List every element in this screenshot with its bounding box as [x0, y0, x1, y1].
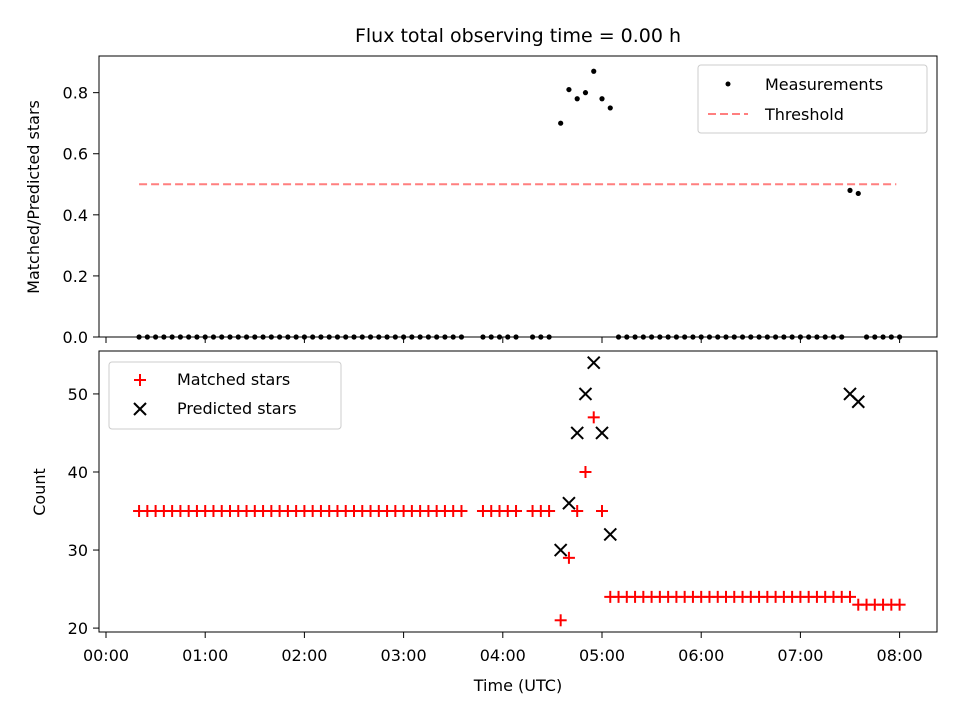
legend-measurements-marker — [725, 81, 731, 87]
matched-stars-point — [543, 505, 556, 518]
x-tick-label: 06:00 — [678, 646, 724, 665]
measurement-point — [574, 96, 580, 102]
bottom-x-ticks: 00:00 01:00 02:00 03:00 04:00 05:00 06:00 07:00… — [83, 632, 923, 665]
measurement-point — [566, 86, 572, 93]
matched-stars-point — [510, 505, 523, 518]
legend-matched-label: Matched stars — [177, 370, 290, 389]
top-y-ticks: 0.0 0.2 0.4 0.6 0.8 — [63, 84, 99, 347]
top-legend: Measurements Threshold — [697, 64, 928, 134]
legend-measurements-label: Measurements — [765, 75, 883, 94]
top-y-tick-label: 0.2 — [63, 267, 88, 286]
legend-predicted-marker — [133, 402, 147, 416]
top-y-tick-label: 0.6 — [63, 145, 88, 164]
matched-stars-point — [554, 614, 567, 627]
measurement-point — [607, 105, 613, 111]
bottom-plot-frame — [98, 350, 938, 633]
predicted-stars-point — [851, 395, 865, 409]
measurement-point — [599, 96, 605, 102]
predicted-stars-point — [603, 527, 617, 542]
bottom-y-tick-label: 30 — [68, 541, 88, 560]
measurement-point — [855, 190, 861, 197]
matched-stars-point — [844, 590, 856, 603]
predicted-stars-point — [570, 426, 584, 440]
top-y-tick-label: 0.8 — [63, 84, 88, 103]
x-tick-label: 05:00 — [579, 646, 625, 665]
x-axis-label: Time (UTC) — [473, 676, 562, 695]
predicted-stars-point — [578, 387, 593, 401]
measurement-point — [591, 68, 597, 74]
measurement-point — [847, 187, 853, 193]
matched-stars-point — [587, 411, 600, 424]
bottom-y-ticks: 20 30 40 50 — [68, 385, 99, 638]
x-tick-label: 08:00 — [877, 646, 923, 665]
x-tick-label: 02:00 — [281, 646, 327, 665]
top-plot-frame — [98, 55, 938, 338]
matched-stars-point — [571, 505, 584, 518]
bottom-panel-marks — [133, 356, 906, 627]
matched-stars-point — [579, 465, 592, 478]
top-legend-box — [697, 64, 928, 134]
legend-threshold-label: Threshold — [764, 105, 844, 124]
predicted-stars-point — [562, 496, 576, 510]
top-x-ticks — [105, 337, 901, 343]
predicted-stars-point — [553, 543, 568, 557]
legend-predicted-label: Predicted stars — [177, 399, 297, 418]
predicted-stars-point — [587, 356, 601, 370]
matched-stars-point — [893, 598, 906, 611]
x-tick-label: 01:00 — [182, 646, 228, 665]
bottom-y-tick-label: 20 — [68, 619, 88, 638]
measurement-point — [582, 90, 589, 96]
x-tick-label: 04:00 — [480, 646, 526, 665]
bottom-y-tick-label: 50 — [68, 385, 88, 404]
x-tick-label: 00:00 — [83, 646, 129, 665]
chart-title: Flux total observing time = 0.00 h — [355, 25, 681, 47]
bottom-y-tick-label: 40 — [68, 463, 88, 482]
top-y-tick-label: 0.0 — [63, 328, 88, 347]
top-panel: 0.00.20.40.60.8 Matched/Predicted stars … — [24, 55, 938, 347]
top-y-label: Matched/Predicted stars — [24, 100, 43, 294]
bottom-legend-box — [108, 361, 342, 430]
measurement-point — [558, 120, 564, 126]
x-tick-label: 03:00 — [381, 646, 427, 665]
matched-stars-point — [562, 551, 575, 564]
bottom-y-label: Count — [30, 468, 49, 516]
matched-stars-point — [455, 505, 468, 518]
matched-stars-point — [596, 505, 608, 518]
legend-matched-marker — [134, 374, 146, 386]
bottom-legend: Matched stars Predicted stars — [108, 361, 342, 430]
predicted-stars-point — [595, 426, 609, 440]
top-y-tick-label: 0.4 — [63, 206, 88, 225]
x-tick-label: 07:00 — [777, 646, 823, 665]
